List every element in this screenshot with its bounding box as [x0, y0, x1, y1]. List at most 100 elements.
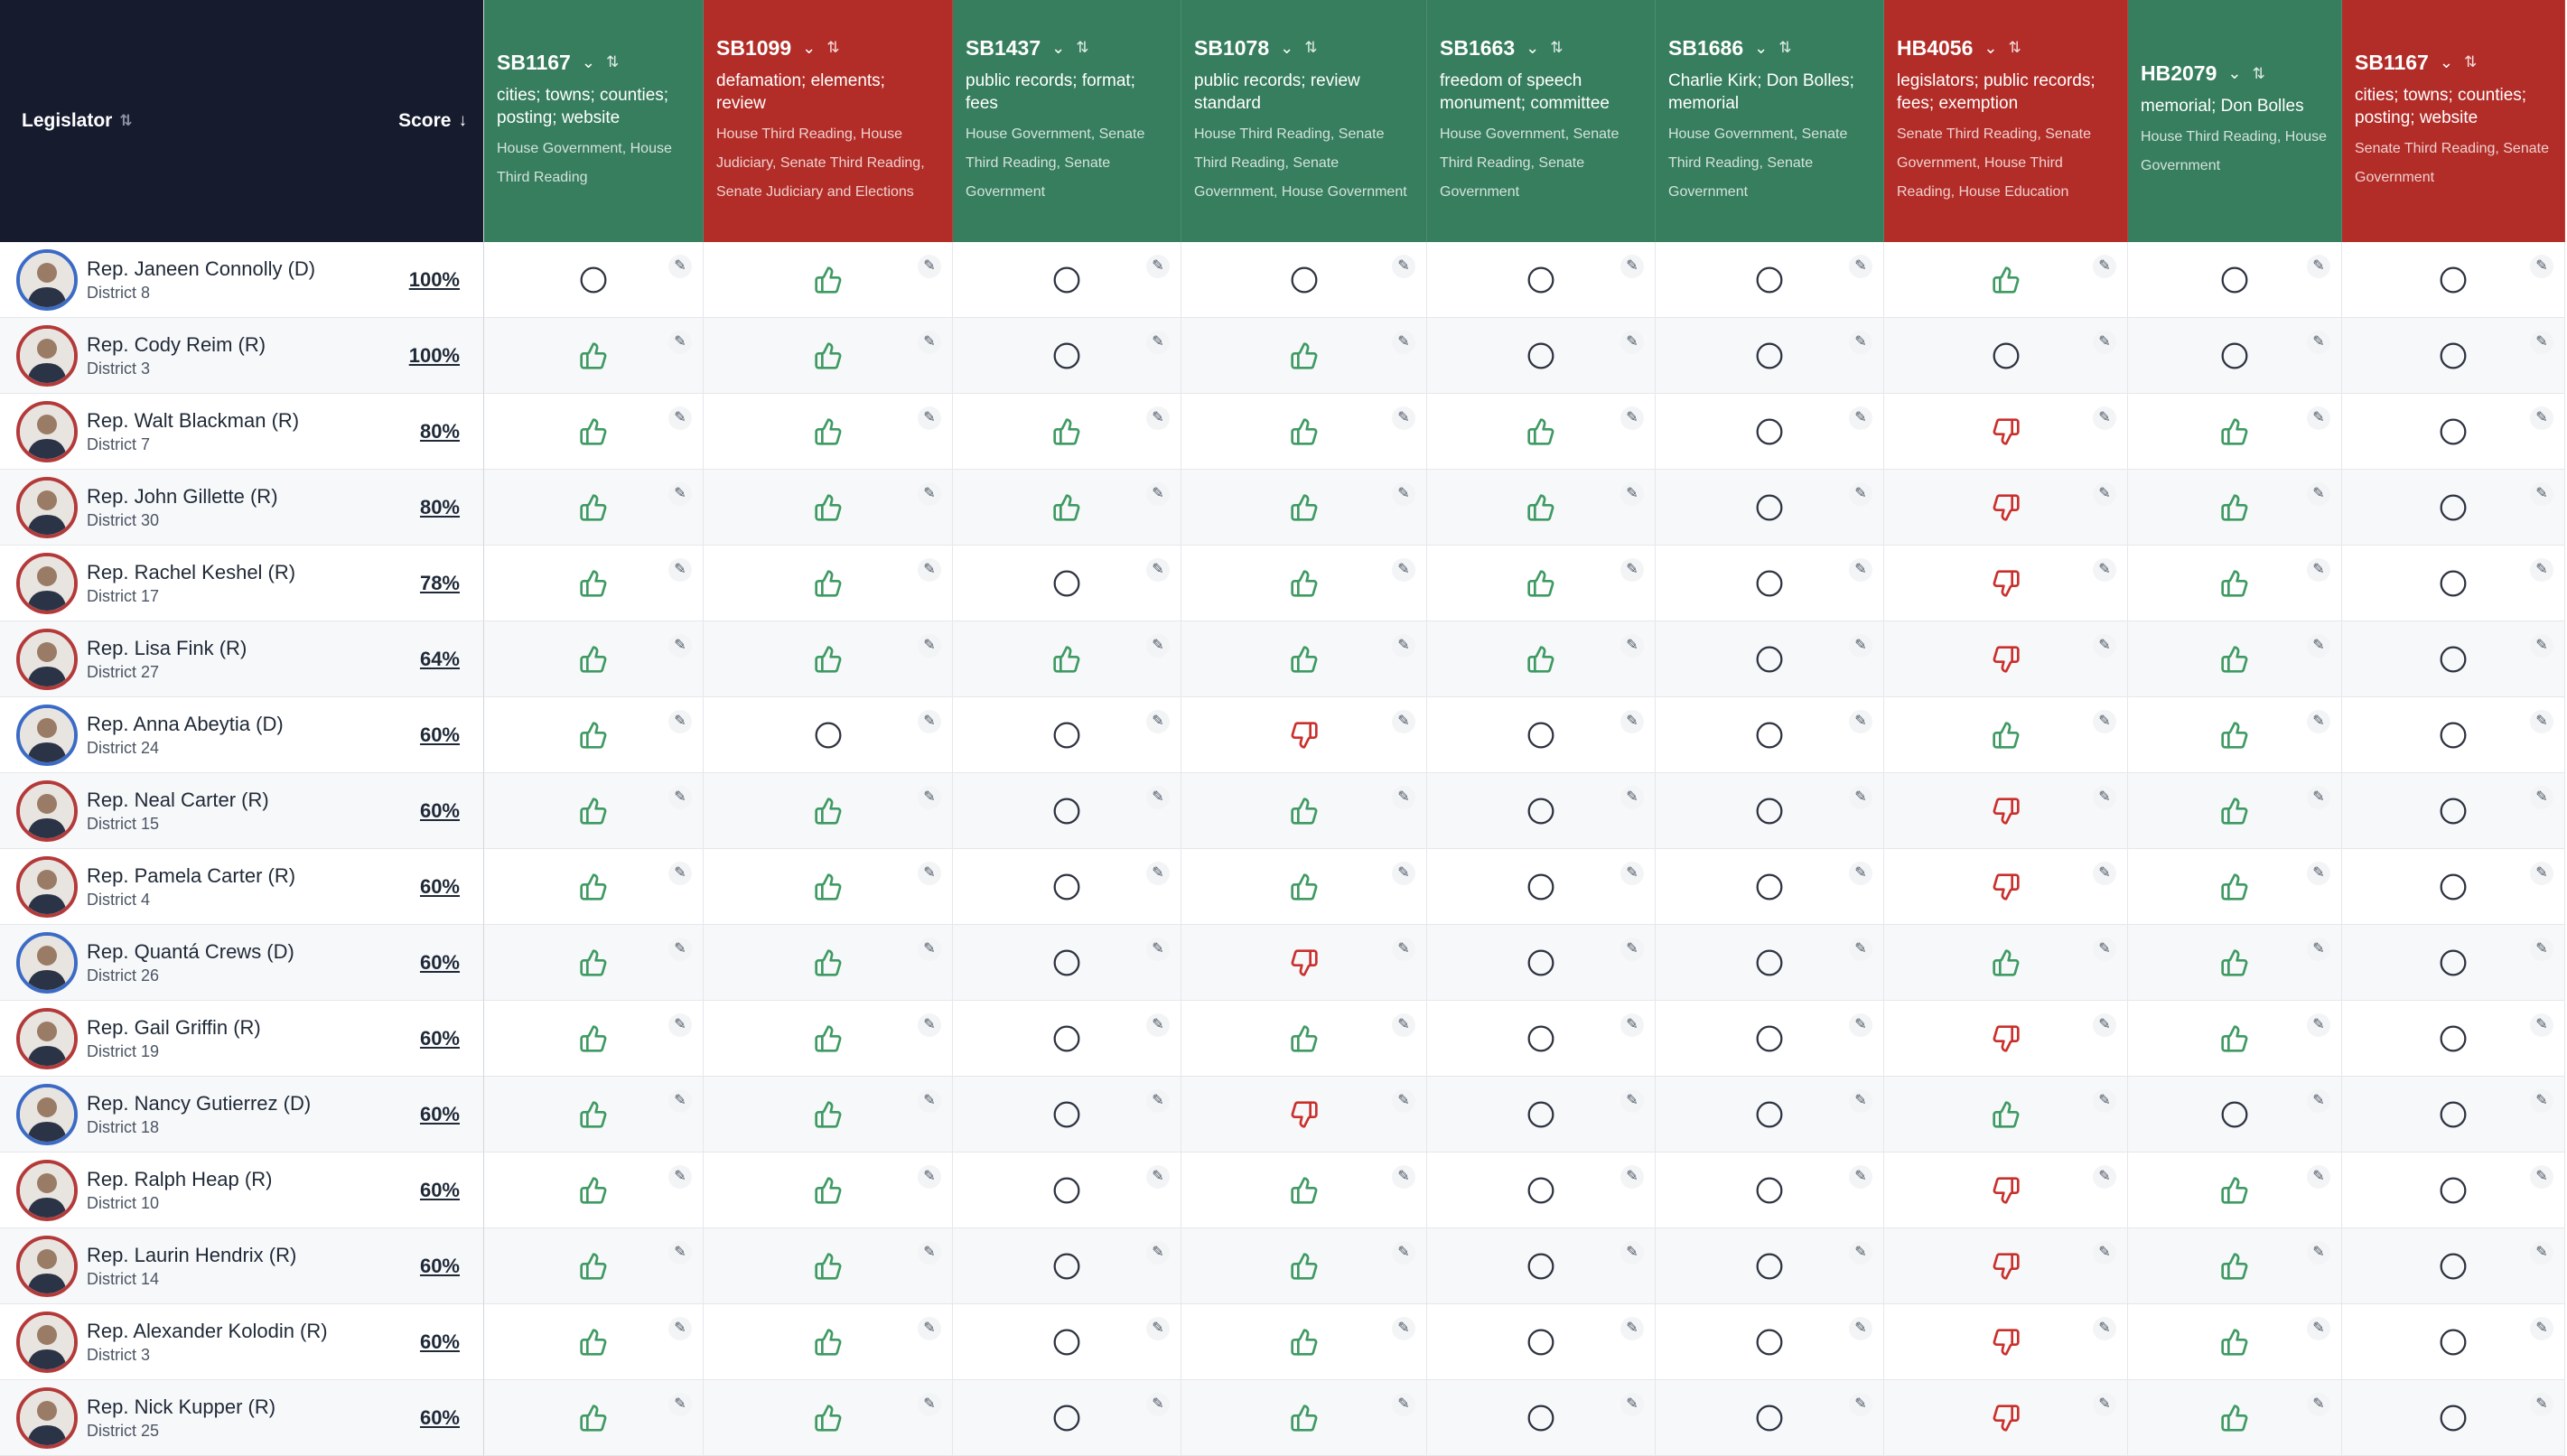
pencil-icon[interactable]: ✎ [918, 938, 941, 961]
bill-id[interactable]: HB4056 [1897, 35, 1974, 60]
pencil-icon[interactable]: ✎ [918, 482, 941, 506]
score-link[interactable]: 60% [419, 874, 460, 898]
pencil-icon[interactable]: ✎ [1849, 786, 1872, 809]
legislator-info[interactable]: Rep. Walt Blackman (R) District 7 [16, 400, 299, 462]
legislator-name[interactable]: Rep. Anna Abeytia (D) [87, 712, 284, 735]
pencil-icon[interactable]: ✎ [918, 1317, 941, 1340]
pencil-icon[interactable]: ✎ [2530, 1241, 2553, 1265]
legislator-info[interactable]: Rep. Gail Griffin (R) District 19 [16, 1007, 261, 1069]
bill-id[interactable]: SB1167 [497, 50, 571, 74]
pencil-icon[interactable]: ✎ [918, 1013, 941, 1037]
pencil-icon[interactable]: ✎ [918, 710, 941, 733]
score-link[interactable]: 78% [419, 571, 460, 594]
chevron-down-icon[interactable]: ⌄ [2227, 64, 2242, 82]
legislator-info[interactable]: Rep. Pamela Carter (R) District 4 [16, 855, 296, 918]
pencil-icon[interactable]: ✎ [668, 255, 692, 278]
pencil-icon[interactable]: ✎ [1620, 558, 1644, 582]
pencil-icon[interactable]: ✎ [668, 482, 692, 506]
pencil-icon[interactable]: ✎ [1849, 331, 1872, 354]
pencil-icon[interactable]: ✎ [1849, 1241, 1872, 1265]
pencil-icon[interactable]: ✎ [1849, 255, 1872, 278]
pencil-icon[interactable]: ✎ [2530, 786, 2553, 809]
sort-icon[interactable]: ⇅ [2252, 64, 2265, 82]
chevron-down-icon[interactable]: ⌄ [1754, 38, 1769, 57]
score-link[interactable]: 60% [419, 723, 460, 746]
pencil-icon[interactable]: ✎ [2093, 1241, 2116, 1265]
pencil-icon[interactable]: ✎ [2093, 406, 2116, 430]
pencil-icon[interactable]: ✎ [1146, 710, 1170, 733]
chevron-down-icon[interactable]: ⌄ [802, 38, 817, 57]
pencil-icon[interactable]: ✎ [1146, 938, 1170, 961]
pencil-icon[interactable]: ✎ [1146, 786, 1170, 809]
pencil-icon[interactable]: ✎ [1392, 1241, 1415, 1265]
score-link[interactable]: 60% [419, 950, 460, 974]
pencil-icon[interactable]: ✎ [1849, 482, 1872, 506]
score-link[interactable]: 60% [419, 1405, 460, 1429]
legislator-name[interactable]: Rep. Nick Kupper (R) [87, 1395, 276, 1418]
pencil-icon[interactable]: ✎ [1146, 1013, 1170, 1037]
legislator-name[interactable]: Rep. Quantá Crews (D) [87, 939, 294, 963]
pencil-icon[interactable]: ✎ [1146, 406, 1170, 430]
pencil-icon[interactable]: ✎ [1620, 1013, 1644, 1037]
pencil-icon[interactable]: ✎ [2307, 406, 2330, 430]
pencil-icon[interactable]: ✎ [2530, 938, 2553, 961]
score-link[interactable]: 64% [419, 647, 460, 670]
sort-icon[interactable]: ⇅ [605, 53, 620, 70]
pencil-icon[interactable]: ✎ [1849, 406, 1872, 430]
pencil-icon[interactable]: ✎ [668, 1165, 692, 1189]
pencil-icon[interactable]: ✎ [2530, 634, 2553, 658]
legislator-name[interactable]: Rep. Cody Reim (R) [87, 332, 266, 356]
sort-icon[interactable]: ⇅ [1778, 39, 1792, 56]
pencil-icon[interactable]: ✎ [668, 558, 692, 582]
pencil-icon[interactable]: ✎ [2307, 255, 2330, 278]
pencil-icon[interactable]: ✎ [2530, 1393, 2553, 1416]
pencil-icon[interactable]: ✎ [2530, 1089, 2553, 1113]
legislator-name[interactable]: Rep. Lisa Fink (R) [87, 636, 247, 659]
pencil-icon[interactable]: ✎ [2093, 1165, 2116, 1189]
pencil-icon[interactable]: ✎ [2530, 558, 2553, 582]
pencil-icon[interactable]: ✎ [668, 634, 692, 658]
pencil-icon[interactable]: ✎ [2307, 1013, 2330, 1037]
pencil-icon[interactable]: ✎ [918, 862, 941, 885]
legislator-info[interactable]: Rep. John Gillette (R) District 30 [16, 476, 278, 538]
pencil-icon[interactable]: ✎ [2307, 634, 2330, 658]
pencil-icon[interactable]: ✎ [668, 1241, 692, 1265]
pencil-icon[interactable]: ✎ [1392, 938, 1415, 961]
pencil-icon[interactable]: ✎ [2530, 1317, 2553, 1340]
pencil-icon[interactable]: ✎ [1849, 1393, 1872, 1416]
legislator-name[interactable]: Rep. Pamela Carter (R) [87, 863, 296, 887]
pencil-icon[interactable]: ✎ [918, 786, 941, 809]
pencil-icon[interactable]: ✎ [2530, 482, 2553, 506]
pencil-icon[interactable]: ✎ [1620, 634, 1644, 658]
score-link[interactable]: 60% [419, 1178, 460, 1201]
pencil-icon[interactable]: ✎ [1620, 786, 1644, 809]
pencil-icon[interactable]: ✎ [2307, 786, 2330, 809]
score-link[interactable]: 100% [408, 267, 460, 291]
pencil-icon[interactable]: ✎ [2093, 862, 2116, 885]
pencil-icon[interactable]: ✎ [2530, 1165, 2553, 1189]
pencil-icon[interactable]: ✎ [1146, 255, 1170, 278]
bill-id[interactable]: SB1099 [716, 35, 792, 60]
sort-icon[interactable]: ⇅ [826, 39, 840, 56]
pencil-icon[interactable]: ✎ [1392, 558, 1415, 582]
pencil-icon[interactable]: ✎ [918, 406, 941, 430]
pencil-icon[interactable]: ✎ [1392, 786, 1415, 809]
pencil-icon[interactable]: ✎ [2093, 786, 2116, 809]
pencil-icon[interactable]: ✎ [1392, 634, 1415, 658]
pencil-icon[interactable]: ✎ [1146, 1089, 1170, 1113]
pencil-icon[interactable]: ✎ [1620, 482, 1644, 506]
pencil-icon[interactable]: ✎ [1392, 1165, 1415, 1189]
pencil-icon[interactable]: ✎ [2093, 255, 2116, 278]
legislator-info[interactable]: Rep. Nick Kupper (R) District 25 [16, 1386, 276, 1449]
legislator-name[interactable]: Rep. Laurin Hendrix (R) [87, 1243, 297, 1266]
pencil-icon[interactable]: ✎ [1392, 482, 1415, 506]
pencil-icon[interactable]: ✎ [2093, 1089, 2116, 1113]
legislator-name[interactable]: Rep. John Gillette (R) [87, 484, 278, 508]
score-link[interactable]: 60% [419, 798, 460, 822]
chevron-down-icon[interactable]: ⌄ [1051, 38, 1066, 57]
pencil-icon[interactable]: ✎ [918, 1165, 941, 1189]
pencil-icon[interactable]: ✎ [1620, 1241, 1644, 1265]
score-link[interactable]: 60% [419, 1330, 460, 1353]
pencil-icon[interactable]: ✎ [1620, 710, 1644, 733]
pencil-icon[interactable]: ✎ [1146, 1393, 1170, 1416]
